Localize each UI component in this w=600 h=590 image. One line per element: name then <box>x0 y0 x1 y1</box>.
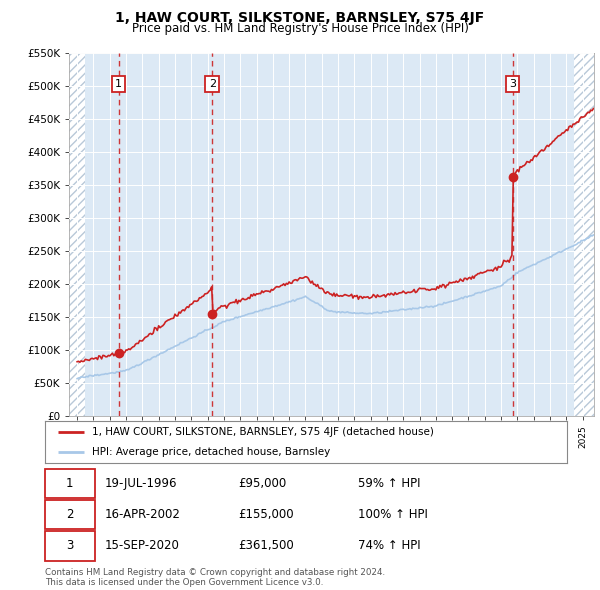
Text: £155,000: £155,000 <box>238 508 294 522</box>
Text: 100% ↑ HPI: 100% ↑ HPI <box>358 508 428 522</box>
Text: 3: 3 <box>509 79 516 89</box>
Text: Contains HM Land Registry data © Crown copyright and database right 2024.
This d: Contains HM Land Registry data © Crown c… <box>45 568 385 587</box>
Bar <box>69 53 85 416</box>
Bar <box>574 53 594 416</box>
Text: 19-JUL-1996: 19-JUL-1996 <box>105 477 178 490</box>
Text: Price paid vs. HM Land Registry's House Price Index (HPI): Price paid vs. HM Land Registry's House … <box>131 22 469 35</box>
Text: 2: 2 <box>209 79 216 89</box>
Text: 1: 1 <box>115 79 122 89</box>
Text: 1, HAW COURT, SILKSTONE, BARNSLEY, S75 4JF: 1, HAW COURT, SILKSTONE, BARNSLEY, S75 4… <box>115 11 485 25</box>
Text: £95,000: £95,000 <box>238 477 286 490</box>
FancyBboxPatch shape <box>45 500 95 529</box>
Text: 16-APR-2002: 16-APR-2002 <box>105 508 181 522</box>
Text: 15-SEP-2020: 15-SEP-2020 <box>105 539 180 552</box>
Text: 1, HAW COURT, SILKSTONE, BARNSLEY, S75 4JF (detached house): 1, HAW COURT, SILKSTONE, BARNSLEY, S75 4… <box>92 427 434 437</box>
Text: HPI: Average price, detached house, Barnsley: HPI: Average price, detached house, Barn… <box>92 447 330 457</box>
FancyBboxPatch shape <box>45 532 95 560</box>
FancyBboxPatch shape <box>45 469 95 498</box>
Text: 59% ↑ HPI: 59% ↑ HPI <box>358 477 421 490</box>
Bar <box>69 53 85 416</box>
Text: 2: 2 <box>66 508 74 522</box>
Text: 1: 1 <box>66 477 74 490</box>
Text: 3: 3 <box>66 539 73 552</box>
Bar <box>574 53 594 416</box>
Text: 74% ↑ HPI: 74% ↑ HPI <box>358 539 421 552</box>
Text: £361,500: £361,500 <box>238 539 294 552</box>
